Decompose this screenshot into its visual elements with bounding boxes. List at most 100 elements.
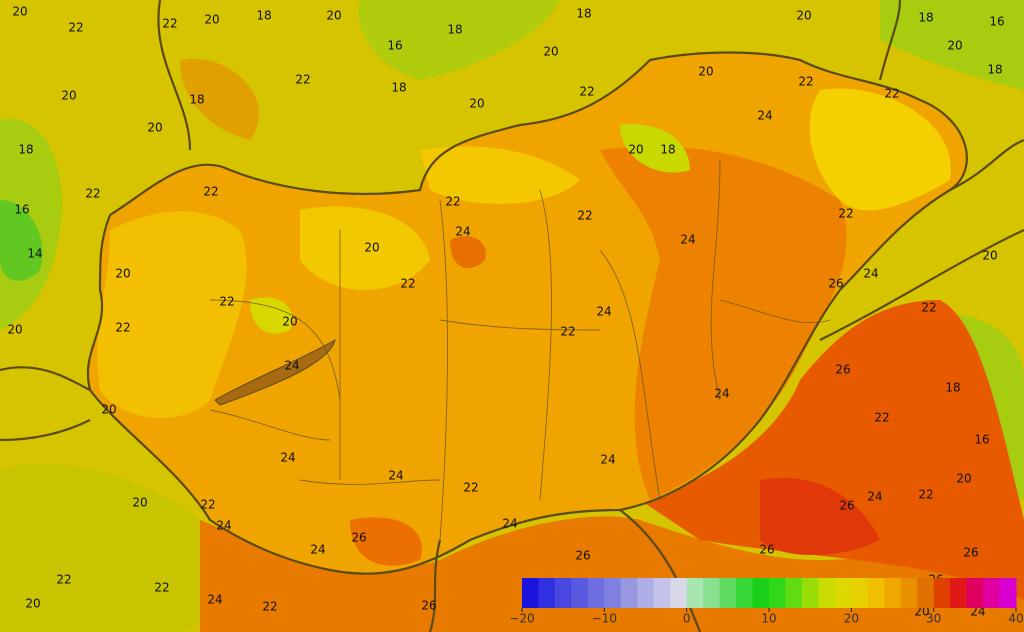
colorbar-swatch — [686, 578, 704, 608]
contour-label: 20 — [947, 39, 962, 53]
contour-label: 22 — [838, 207, 853, 221]
colorbar-swatch — [653, 578, 671, 608]
contour-label: 20 — [147, 121, 162, 135]
contour-label: 18 — [576, 7, 591, 21]
contour-label: 14 — [27, 247, 42, 261]
colorbar-swatch — [587, 578, 605, 608]
contour-label: 16 — [989, 15, 1004, 29]
contour-label: 20 — [25, 597, 40, 611]
contour-label: 20 — [61, 89, 76, 103]
contour-label: 20 — [364, 241, 379, 255]
colorbar-swatch — [950, 578, 968, 608]
colorbar-swatch — [522, 578, 539, 608]
contour-label: 22 — [874, 411, 889, 425]
colorbar-tick-label: −10 — [592, 612, 617, 626]
contour-label: 26 — [963, 546, 978, 560]
colorbar-tick-label: 10 — [761, 612, 776, 626]
colorbar-swatch — [703, 578, 721, 608]
contour-label: 18 — [256, 9, 271, 23]
colorbar-swatch — [637, 578, 655, 608]
colorbar-swatch — [752, 578, 770, 608]
colorbar-swatch — [818, 578, 836, 608]
contour-label: 24 — [502, 517, 517, 531]
contour-label: 26 — [835, 363, 850, 377]
contour-label: 18 — [447, 23, 462, 37]
contour-label: 20 — [956, 472, 971, 486]
contour-label: 18 — [18, 143, 33, 157]
contour-label: 26 — [759, 543, 774, 557]
contour-label: 22 — [162, 17, 177, 31]
colorbar-swatch — [933, 578, 951, 608]
contour-label: 20 — [115, 267, 130, 281]
contour-label: 24 — [714, 387, 729, 401]
contour-label: 22 — [219, 295, 234, 309]
contour-label: 20 — [628, 143, 643, 157]
contour-label: 24 — [680, 233, 695, 247]
contour-label: 24 — [600, 453, 615, 467]
colorbar-swatch — [851, 578, 869, 608]
contour-label: 22 — [85, 187, 100, 201]
contour-label: 22 — [921, 301, 936, 315]
contour-label: 18 — [945, 381, 960, 395]
contour-label: 24 — [863, 267, 878, 281]
hungary — [87, 52, 967, 574]
contour-label: 24 — [388, 469, 403, 483]
contour-label: 20 — [7, 323, 22, 337]
contour-label: 24 — [216, 519, 231, 533]
contour-label: 24 — [284, 359, 299, 373]
contour-label: 24 — [757, 109, 772, 123]
colorbar-swatch — [917, 578, 935, 608]
contour-label: 26 — [828, 277, 843, 291]
contour-label: 24 — [867, 490, 882, 504]
contour-label: 22 — [445, 195, 460, 209]
contour-label: 18 — [987, 63, 1002, 77]
contour-label: 20 — [982, 249, 997, 263]
contour-label: 18 — [189, 93, 204, 107]
colorbar-swatch — [620, 578, 638, 608]
contour-label: 22 — [295, 73, 310, 87]
contour-label: 18 — [918, 11, 933, 25]
contour-label: 18 — [391, 81, 406, 95]
contour-label: 22 — [918, 488, 933, 502]
colorbar-swatch — [554, 578, 572, 608]
contour-label: 26 — [575, 549, 590, 563]
contour-label: 22 — [463, 481, 478, 495]
contour-label: 22 — [56, 573, 71, 587]
colorbar-tick-label: 0 — [683, 612, 691, 626]
contour-label: 20 — [326, 9, 341, 23]
contour-label: 22 — [200, 498, 215, 512]
contour-label: 22 — [798, 75, 813, 89]
colorbar-tick-label: 40 — [1008, 612, 1023, 626]
contour-label: 20 — [101, 403, 116, 417]
contour-labels: 20 22 22 20 18 20 18 18 20 18 16 16 20 20 18 20 22 22 18 22… — [7, 5, 1004, 619]
contour-label: 24 — [310, 543, 325, 557]
colorbar-swatch — [538, 578, 556, 608]
colorbar-swatch — [966, 578, 984, 608]
contour-label: 26 — [421, 599, 436, 613]
contour-label: 24 — [207, 593, 222, 607]
contour-label: 22 — [262, 600, 277, 614]
colorbar-tick-label: −20 — [509, 612, 534, 626]
contour-label: 16 — [387, 39, 402, 53]
contour-label: 22 — [579, 85, 594, 99]
contour-label: 22 — [560, 325, 575, 339]
contour-label: 18 — [660, 143, 675, 157]
colorbar-tick-label: 30 — [926, 612, 941, 626]
contour-label: 22 — [884, 87, 899, 101]
contour-label: 26 — [351, 531, 366, 545]
contour-label: 16 — [14, 203, 29, 217]
contour-label: 20 — [698, 65, 713, 79]
contour-label: 22 — [203, 185, 218, 199]
contour-label: 26 — [839, 499, 854, 513]
contour-label: 22 — [400, 277, 415, 291]
contour-label: 20 — [282, 315, 297, 329]
colorbar-swatch — [983, 578, 1001, 608]
colorbar-swatch — [604, 578, 622, 608]
contour-label: 20 — [12, 5, 27, 19]
colorbar: −20 −10 0 10 20 30 40 — [509, 578, 1024, 626]
colorbar-swatch — [719, 578, 737, 608]
colorbar-swatch — [900, 578, 918, 608]
contour-label: 20 — [204, 13, 219, 27]
